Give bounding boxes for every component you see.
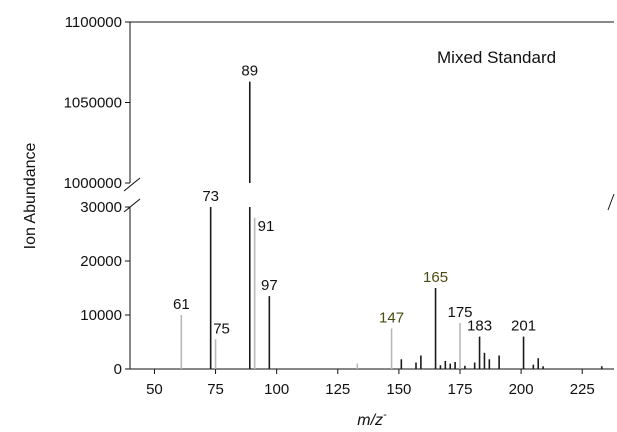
y-tick-label: 0	[114, 361, 122, 378]
x-axis-title-superscript: -	[383, 409, 387, 421]
ticks-layer: 50 75 100 125 150 175 200 225 0 10000 20000 30000 10…	[64, 14, 595, 398]
x-tick-label: 200	[509, 381, 534, 398]
y-axis-title: Ion Abundance	[22, 143, 39, 250]
x-tick-label: 175	[447, 381, 472, 398]
peak-label: 75	[213, 320, 230, 337]
peak-label: 147	[379, 310, 404, 327]
x-tick-label: 125	[325, 381, 350, 398]
peak-label: 89	[241, 63, 258, 80]
x-tick-label: 50	[146, 381, 163, 398]
x-axis-title-text: m/z	[357, 412, 383, 429]
peak-label: 175	[447, 304, 472, 321]
y-tick-label: 1050000	[64, 95, 122, 112]
y-tick-label: 20000	[80, 253, 122, 270]
y-tick-label: 10000	[80, 307, 122, 324]
plot-area	[123, 21, 615, 370]
axis-break-mark-upper	[123, 177, 141, 192]
x-tick-label: 225	[570, 381, 595, 398]
x-axis-title: m/z-	[357, 409, 387, 429]
peak-label: 97	[261, 277, 278, 294]
x-tick-label: 150	[386, 381, 411, 398]
y-tick-label: 1100000	[65, 14, 122, 31]
peak-label: 91	[258, 218, 275, 235]
y-tick-label: 1000000	[64, 175, 122, 192]
x-tick-label: 100	[264, 381, 289, 398]
peak-label: 61	[173, 296, 190, 313]
y-tick-label: 30000	[80, 199, 122, 216]
annotation-label: Mixed Standard	[437, 48, 556, 67]
peak-label: 183	[467, 318, 492, 335]
axis-break-mark-lower	[123, 198, 141, 213]
peak-label: 73	[202, 188, 219, 205]
x-tick-label: 75	[207, 381, 224, 398]
right-break-mark	[607, 193, 615, 211]
peak-label: 165	[423, 269, 448, 286]
peak-label: 201	[511, 318, 536, 335]
